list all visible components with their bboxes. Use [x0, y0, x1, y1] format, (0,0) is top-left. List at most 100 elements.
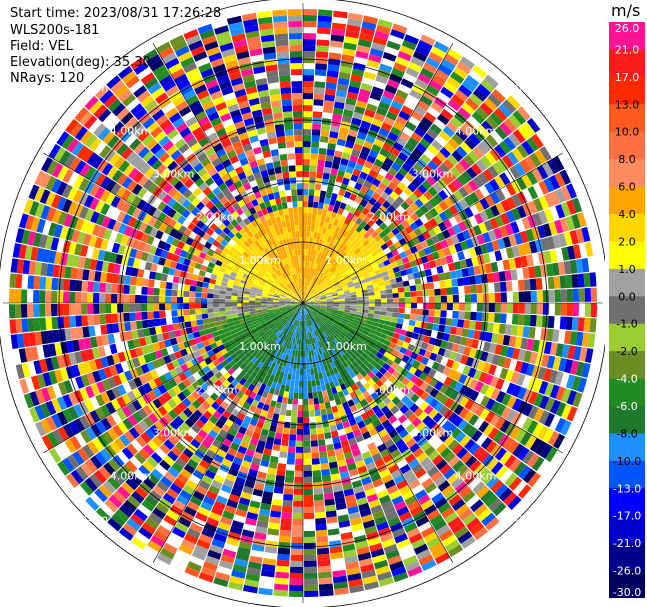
range-gate: [468, 476, 482, 490]
range-gate: [315, 315, 320, 321]
range-gate: [542, 223, 552, 237]
range-gate: [500, 345, 509, 357]
range-gate: [532, 183, 544, 198]
range-gate: [308, 249, 312, 256]
range-gate: [311, 256, 316, 263]
range-gate: [426, 322, 434, 330]
range-gate: [386, 195, 395, 205]
range-gate: [303, 339, 306, 345]
range-gate: [260, 428, 269, 437]
range-gate: [297, 356, 301, 363]
range-gate: [349, 443, 359, 452]
range-gate: [547, 315, 555, 329]
range-gate: [294, 313, 299, 320]
range-gate: [354, 351, 361, 358]
range-gate: [319, 353, 325, 360]
range-gate: [408, 231, 418, 240]
range-gate: [378, 348, 387, 355]
range-gate: [382, 275, 390, 281]
range-gate: [303, 303, 308, 308]
range-gate: [216, 565, 232, 576]
range-gate: [346, 500, 358, 509]
range-gate: [416, 452, 428, 463]
range-gate: [296, 440, 303, 447]
range-gate: [201, 308, 208, 314]
range-gate: [356, 260, 364, 267]
range-gate: [454, 481, 468, 494]
range-gate: [335, 262, 341, 269]
range-gate: [238, 497, 251, 506]
range-gate: [330, 361, 336, 369]
range-gate: [295, 314, 299, 320]
range-gate: [307, 306, 313, 311]
range-gate: [414, 105, 427, 117]
range-gate: [323, 492, 334, 500]
range-gate: [387, 330, 395, 337]
range-gate: [327, 528, 340, 536]
range-gate: [99, 314, 107, 325]
range-gate: [398, 83, 412, 95]
range-gate: [212, 298, 220, 303]
range-gate: [308, 273, 311, 280]
range-gate: [336, 422, 344, 431]
range-gate: [485, 398, 496, 411]
range-gate: [261, 496, 272, 505]
range-gate: [349, 347, 357, 354]
range-gate: [289, 578, 303, 586]
range-gate: [307, 386, 313, 393]
range-gate: [526, 420, 539, 435]
range-gate: [303, 333, 305, 340]
range-gate: [307, 374, 312, 381]
range-gate: [303, 225, 307, 232]
range-gate: [215, 571, 230, 582]
range-gate: [343, 327, 350, 333]
range-gate: [314, 304, 321, 306]
range-gate: [272, 444, 281, 452]
range-gate: [304, 314, 307, 321]
range-gate: [327, 328, 333, 335]
range-gate: [402, 354, 410, 363]
range-gate: [522, 403, 534, 417]
range-gate: [371, 250, 379, 257]
range-gate: [311, 291, 317, 296]
range-gate: [481, 120, 494, 134]
range-gate: [394, 533, 408, 544]
range-gate: [360, 185, 369, 194]
range-gate: [349, 80, 362, 89]
range-gate: [277, 463, 287, 471]
range-gate: [335, 144, 345, 153]
range-gate: [476, 234, 486, 245]
range-gate: [393, 62, 407, 73]
range-gate: [414, 278, 422, 285]
range-gate: [363, 273, 371, 280]
range-gate: [472, 129, 486, 142]
range-gate: [369, 48, 384, 58]
range-gate: [420, 321, 428, 329]
range-gate: [478, 222, 488, 234]
range-gate: [287, 446, 296, 453]
range-gate: [361, 166, 371, 175]
range-gate: [241, 460, 252, 469]
range-gate: [335, 365, 342, 373]
range-gate: [304, 291, 307, 298]
range-gate: [440, 287, 447, 296]
range-gate: [375, 379, 384, 388]
range-gate: [312, 123, 322, 130]
range-gate: [303, 44, 316, 52]
range-gate: [324, 331, 330, 337]
range-gate: [371, 375, 380, 383]
range-gate: [355, 380, 363, 389]
range-gate: [500, 380, 511, 393]
range-gate: [303, 303, 309, 305]
range-gate: [375, 258, 383, 265]
range-gate: [433, 281, 441, 289]
range-gate: [498, 271, 506, 282]
range-gate: [395, 438, 406, 449]
range-gate: [317, 312, 324, 317]
range-gate: [511, 207, 522, 221]
range-gate: [456, 363, 466, 374]
range-gate: [331, 332, 337, 339]
range-gate: [337, 335, 344, 341]
range-gate: [354, 388, 362, 397]
range-gate: [474, 381, 484, 393]
